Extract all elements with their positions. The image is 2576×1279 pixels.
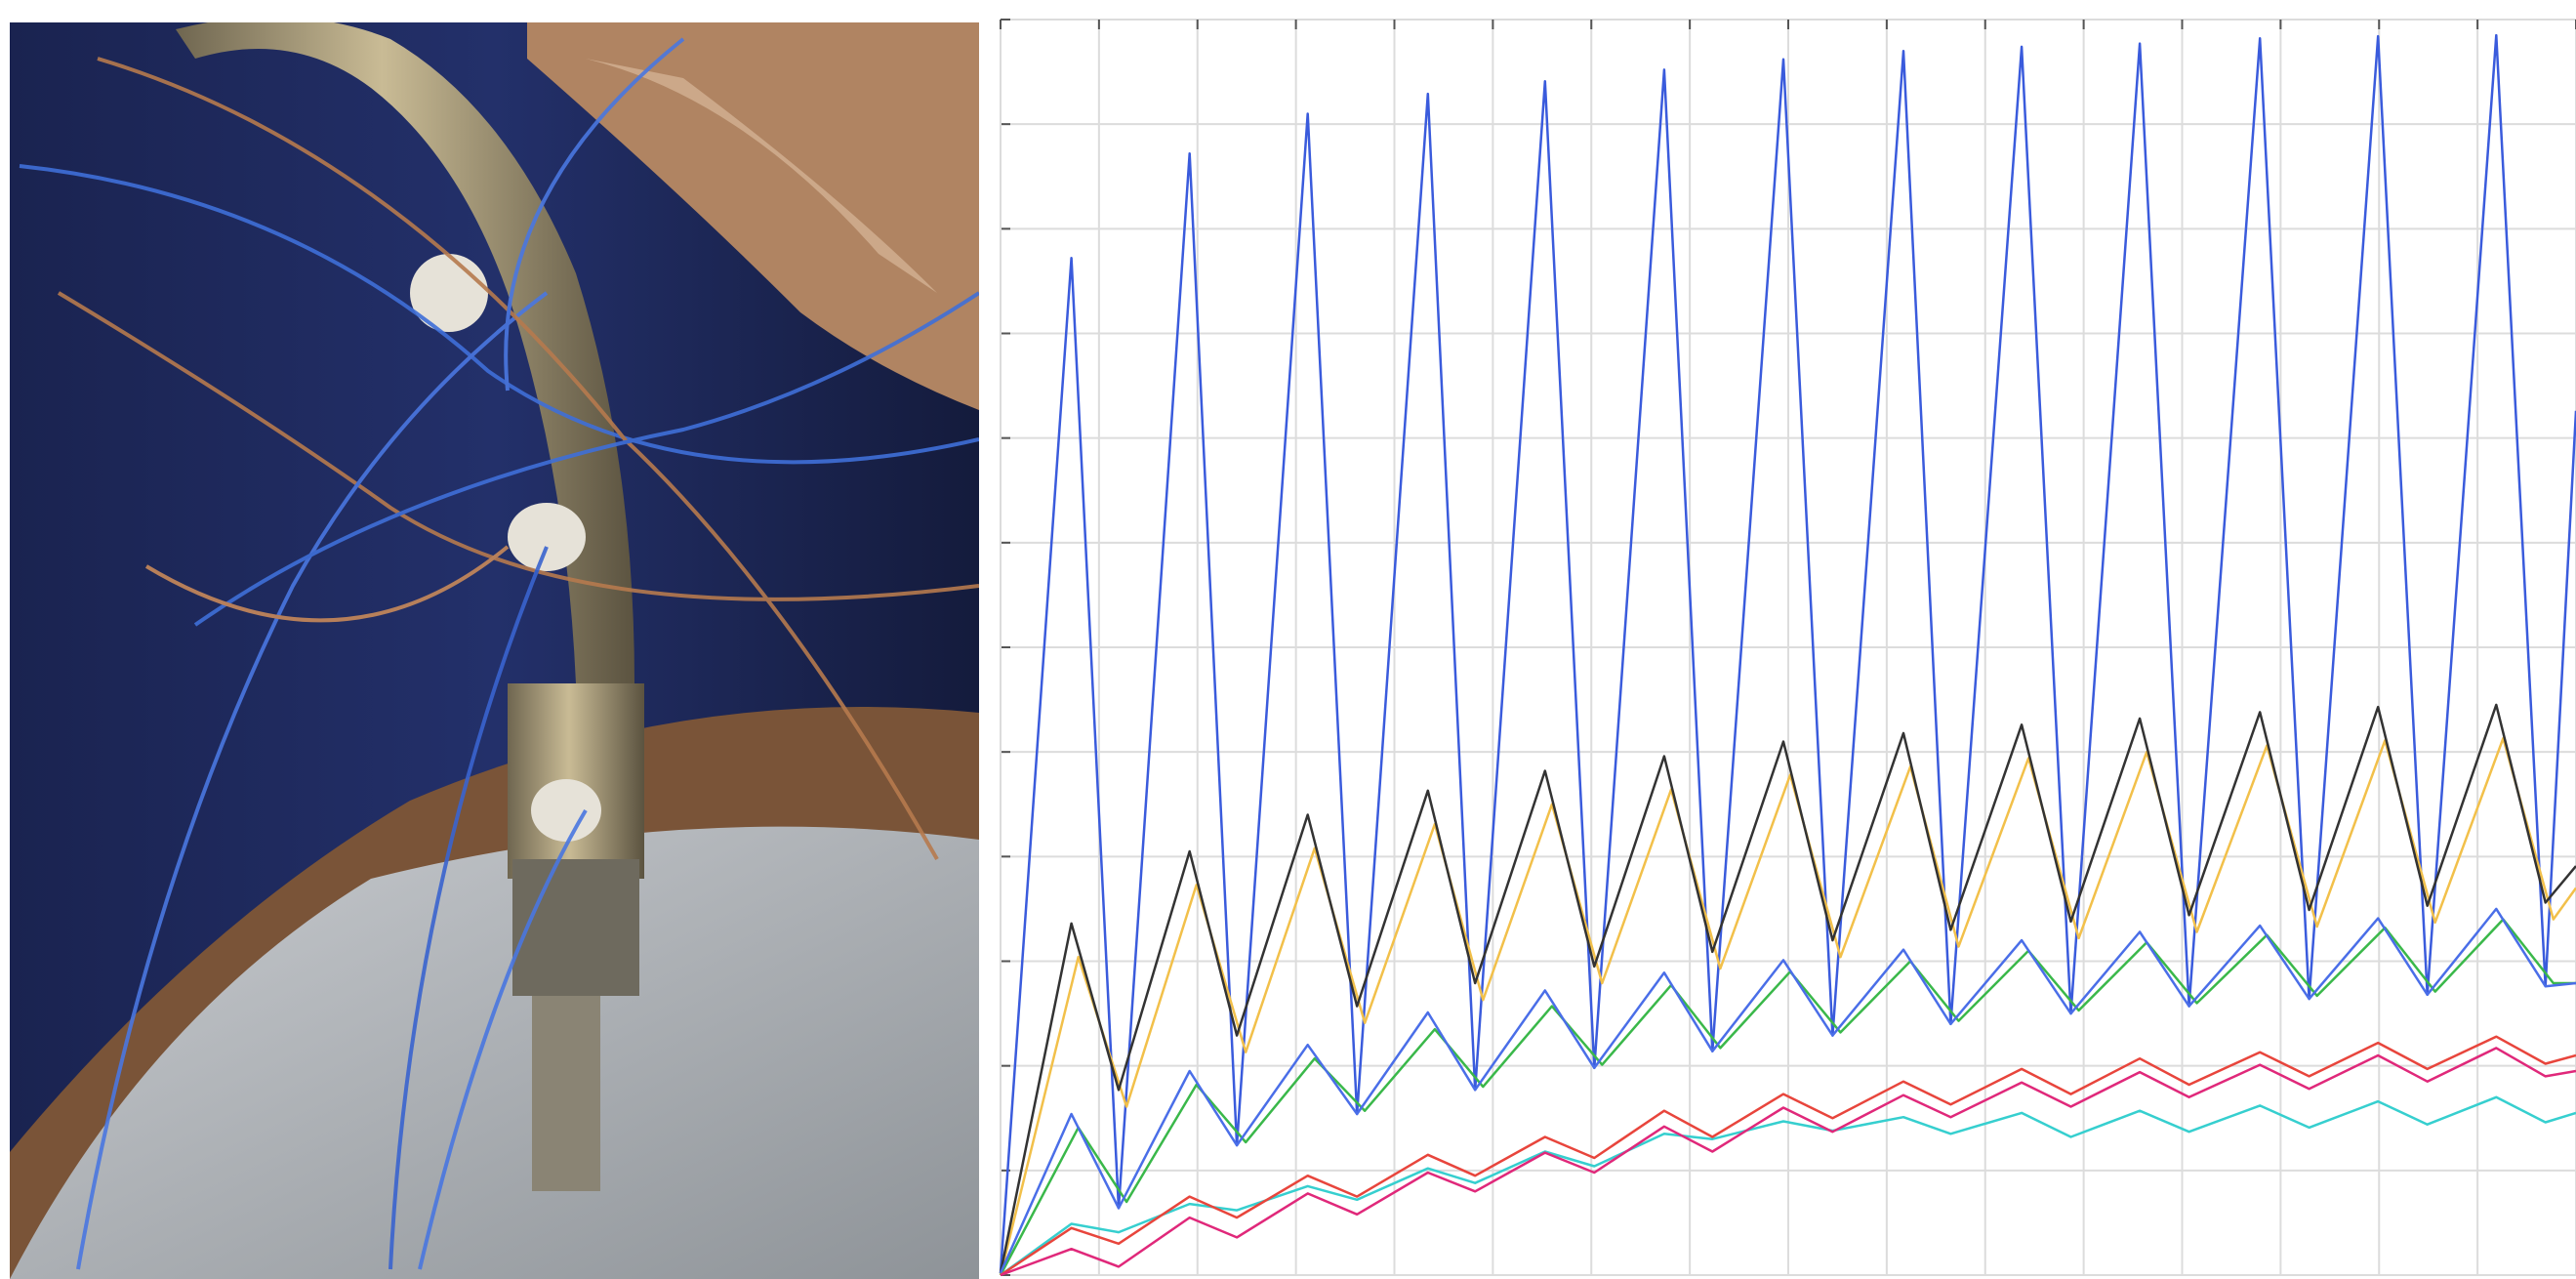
figure — [0, 0, 2576, 1279]
photo — [10, 17, 979, 1279]
page: {"chart_data": {"type": "line", "grid": … — [0, 0, 2576, 1279]
